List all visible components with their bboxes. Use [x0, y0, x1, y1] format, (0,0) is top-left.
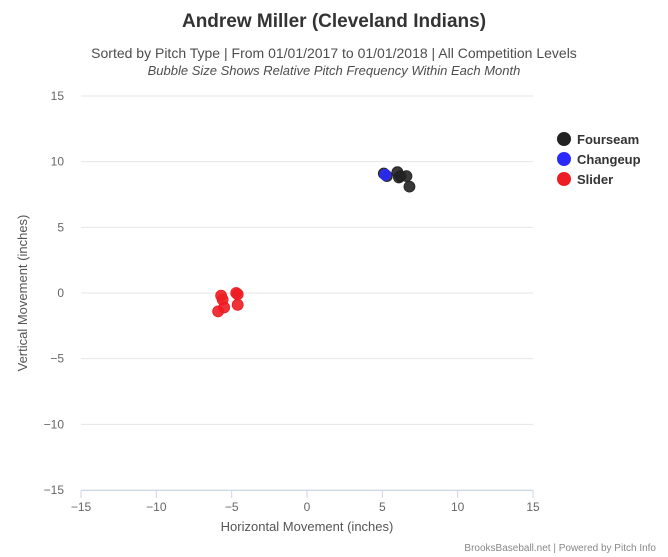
axes: −15 −10 −5 0 5 10 15 −15 −10 −5 0 5 10 15: [44, 89, 540, 514]
point-fourseam: [403, 180, 416, 193]
y-tick-label: 15: [51, 89, 65, 103]
x-tick-label: −15: [71, 500, 92, 514]
x-tick-label: −10: [146, 500, 167, 514]
x-tick-label: 15: [526, 500, 540, 514]
y-tick-label: 10: [51, 155, 65, 169]
point-slider: [231, 298, 244, 311]
x-tick-label: 10: [451, 500, 465, 514]
point-fourseam: [400, 170, 413, 183]
legend: Fourseam Changeup Slider: [557, 132, 641, 187]
point-slider: [212, 305, 225, 318]
data-points: [212, 166, 416, 318]
y-tick-label: 0: [57, 286, 64, 300]
legend-marker-fourseam: [557, 132, 571, 146]
point-changeup: [379, 168, 392, 181]
gridlines: [81, 95, 533, 491]
legend-marker-slider: [557, 172, 571, 186]
credits-text: BrooksBaseball.net | Powered by Pitch In…: [464, 543, 656, 554]
chart-subtitle-italic: Bubble Size Shows Relative Pitch Frequen…: [148, 63, 521, 78]
x-tick-label: 5: [379, 500, 386, 514]
y-tick-label: 5: [57, 220, 64, 234]
chart-title: Andrew Miller (Cleveland Indians): [182, 11, 486, 32]
chart-subtitle: Sorted by Pitch Type | From 01/01/2017 t…: [91, 45, 577, 61]
x-axis-label: Horizontal Movement (inches): [221, 519, 394, 534]
legend-label-fourseam: Fourseam: [577, 132, 639, 147]
legend-marker-changeup: [557, 152, 571, 166]
x-tick-label: 0: [304, 500, 311, 514]
y-tick-label: −10: [44, 417, 65, 431]
legend-label-slider: Slider: [577, 172, 613, 187]
y-axis-label: Vertical Movement (inches): [15, 215, 30, 372]
x-tick-label: −5: [225, 500, 239, 514]
y-tick-label: −5: [50, 352, 64, 366]
y-tick-label: −15: [44, 483, 65, 497]
legend-label-changeup: Changeup: [577, 152, 641, 167]
point-slider: [231, 288, 244, 301]
